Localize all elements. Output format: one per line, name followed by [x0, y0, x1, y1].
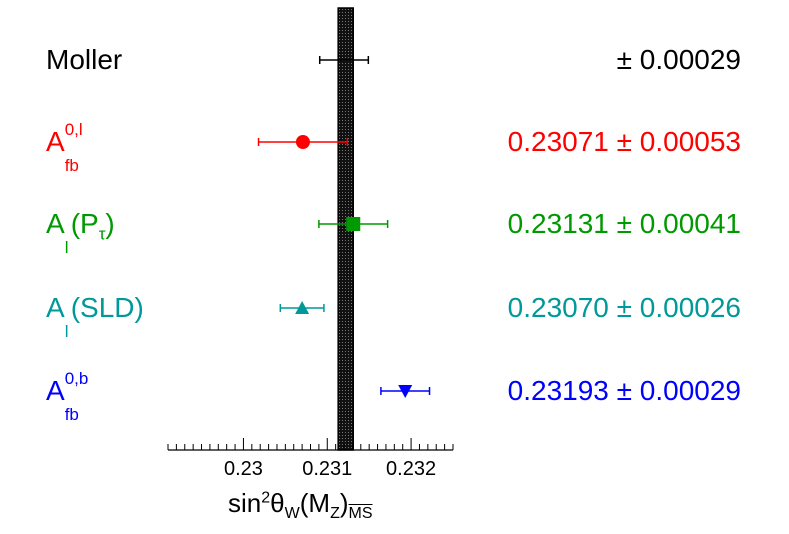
measurement-point — [257, 135, 349, 149]
data-points — [257, 56, 431, 398]
label-base: A — [46, 208, 65, 239]
label-subscript: fb — [64, 156, 79, 175]
measurement-label: A 0,b fb — [46, 370, 88, 423]
label-tail-end: ) — [105, 208, 115, 239]
measurement-value: 0.23071 ± 0.00053 — [507, 126, 741, 157]
label-base: A — [46, 126, 65, 157]
measurement-point — [318, 56, 370, 64]
square-marker — [346, 217, 361, 231]
label-tail: (SLD) — [70, 292, 144, 323]
triangle-down-marker — [398, 385, 413, 398]
label-tail: (P — [70, 208, 99, 239]
measurement-point — [279, 301, 325, 314]
label-base: A — [46, 375, 65, 406]
measurement-value: ± 0.00029 — [616, 44, 741, 75]
x-axis-label: sin2θW(MZ)MS — [228, 488, 373, 523]
measurement-value: 0.23070 ± 0.00026 — [507, 292, 741, 323]
measurement-label: A 0,l fb — [46, 121, 83, 174]
label-tail-subscript: τ — [98, 224, 106, 244]
measurement-point — [318, 217, 389, 231]
measurement-point — [380, 385, 431, 398]
measurement-value: 0.23193 ± 0.00029 — [507, 375, 741, 406]
label-base: A — [46, 292, 65, 323]
label-subscript: fb — [64, 405, 79, 424]
x-axis-ticks — [167, 438, 454, 450]
triangle-up-marker — [295, 301, 310, 314]
measurement-value: 0.23131 ± 0.00041 — [507, 208, 741, 239]
label-superscript: 0,b — [64, 369, 89, 388]
label-superscript: 0,l — [64, 120, 83, 139]
label-subscript: l — [64, 322, 69, 341]
label-subscript: l — [64, 238, 69, 257]
x-tick-label: 0.231 — [302, 458, 353, 480]
x-tick-label: 0.23 — [223, 458, 263, 480]
measurement-label: Moller — [46, 46, 122, 74]
label-base: Moller — [46, 44, 123, 75]
x-tick-label: 0.232 — [386, 458, 437, 480]
circle-marker — [295, 135, 310, 149]
